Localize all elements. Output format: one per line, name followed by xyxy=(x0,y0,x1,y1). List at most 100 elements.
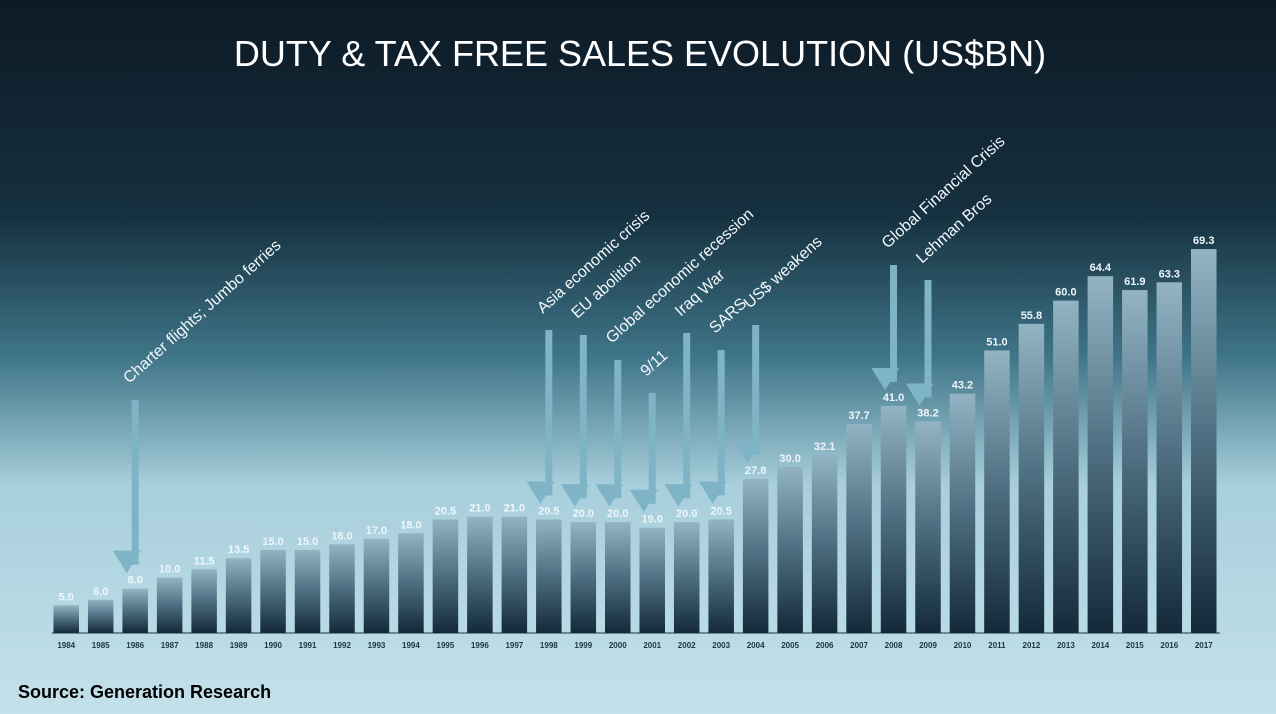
value-label: 30.0 xyxy=(779,453,800,465)
source: Source: Generation Research xyxy=(18,682,271,702)
value-label: 41.0 xyxy=(883,392,904,404)
bar xyxy=(501,516,528,633)
value-label: 37.7 xyxy=(848,410,869,422)
bar xyxy=(570,522,597,633)
bar xyxy=(260,549,286,633)
value-label: 6.0 xyxy=(93,586,108,598)
x-tick-label: 1987 xyxy=(161,641,179,650)
bar xyxy=(1122,290,1148,633)
bar xyxy=(1087,276,1114,633)
bar xyxy=(984,350,1010,633)
x-tick-label: 2012 xyxy=(1023,641,1041,650)
x-tick-label: 2009 xyxy=(919,641,937,650)
value-label: 20.0 xyxy=(573,508,594,520)
x-tick-label: 1985 xyxy=(92,641,110,650)
x-tick-label: 2011 xyxy=(988,641,1006,650)
bar xyxy=(639,527,665,633)
x-tick-label: 1986 xyxy=(126,641,144,650)
value-label: 51.0 xyxy=(986,336,1007,348)
bar xyxy=(432,519,459,633)
value-label: 13.5 xyxy=(228,544,249,556)
value-label: 11.5 xyxy=(194,555,215,567)
x-tick-label: 1991 xyxy=(299,641,317,650)
x-tick-label: 2000 xyxy=(609,641,627,650)
bar xyxy=(329,544,355,633)
value-label: 63.3 xyxy=(1159,268,1180,280)
value-label: 64.4 xyxy=(1090,262,1112,274)
x-tick-label: 1990 xyxy=(264,641,282,650)
x-tick-label: 1997 xyxy=(505,641,523,650)
x-tick-label: 2006 xyxy=(816,641,834,650)
x-tick-label: 2010 xyxy=(954,641,972,650)
bar xyxy=(708,519,734,633)
x-tick-label: 2005 xyxy=(781,641,799,650)
bar xyxy=(1053,300,1079,633)
value-label: 21.0 xyxy=(469,503,490,515)
value-label: 21.0 xyxy=(504,503,525,515)
value-label: 19.0 xyxy=(642,514,663,526)
bar xyxy=(53,605,79,633)
x-tick-label: 2014 xyxy=(1091,641,1109,650)
value-label: 60.0 xyxy=(1055,287,1076,299)
bar xyxy=(536,519,562,633)
x-tick-label: 1995 xyxy=(437,641,455,650)
value-label: 17.0 xyxy=(366,525,387,537)
value-label: 20.5 xyxy=(538,505,559,517)
x-tick-label: 1988 xyxy=(195,641,213,650)
value-label: 20.0 xyxy=(607,508,628,520)
chart-title: DUTY & TAX FREE SALES EVOLUTION (US$BN) xyxy=(234,33,1046,74)
bar xyxy=(811,455,838,633)
bar xyxy=(467,516,493,633)
value-label: 61.9 xyxy=(1124,276,1145,288)
bar xyxy=(1156,282,1183,633)
x-tick-label: 2001 xyxy=(643,641,661,650)
bar xyxy=(915,421,941,633)
bar xyxy=(1191,249,1217,633)
x-tick-label: 2004 xyxy=(747,641,765,650)
bar xyxy=(777,466,803,633)
bar xyxy=(880,405,907,633)
value-label: 10.0 xyxy=(159,564,180,576)
value-label: 20.5 xyxy=(710,505,731,517)
bar xyxy=(605,522,631,633)
x-tick-label: 1998 xyxy=(540,641,558,650)
bar xyxy=(1018,323,1045,633)
bar xyxy=(294,549,321,633)
value-label: 20.5 xyxy=(435,505,456,517)
bar xyxy=(87,599,114,633)
x-tick-label: 2017 xyxy=(1195,641,1213,650)
x-tick-label: 1992 xyxy=(333,641,351,650)
x-tick-label: 2008 xyxy=(885,641,903,650)
x-tick-label: 2002 xyxy=(678,641,696,650)
x-tick-label: 2003 xyxy=(712,641,730,650)
bar xyxy=(363,538,390,633)
value-label: 69.3 xyxy=(1193,235,1214,247)
value-label: 43.2 xyxy=(952,380,973,392)
x-tick-label: 1996 xyxy=(471,641,489,650)
bar xyxy=(225,558,252,633)
bar xyxy=(742,478,769,633)
value-label: 8.0 xyxy=(128,575,143,587)
value-label: 55.8 xyxy=(1021,310,1042,322)
value-label: 18.0 xyxy=(400,519,421,531)
x-tick-label: 1989 xyxy=(230,641,248,650)
bar xyxy=(156,577,183,633)
value-label: 15.0 xyxy=(297,536,318,548)
bar xyxy=(191,569,217,633)
bar xyxy=(846,424,872,633)
bar xyxy=(949,393,976,633)
value-label: 32.1 xyxy=(814,441,835,453)
x-tick-label: 2016 xyxy=(1160,641,1178,650)
x-tick-label: 1999 xyxy=(574,641,592,650)
x-tick-label: 2013 xyxy=(1057,641,1075,650)
bar xyxy=(122,588,148,633)
bar xyxy=(398,533,424,633)
value-label: 15.0 xyxy=(262,536,283,548)
x-tick-label: 1984 xyxy=(57,641,75,650)
value-label: 5.0 xyxy=(59,591,74,603)
value-label: 16.0 xyxy=(331,530,352,542)
x-tick-label: 1994 xyxy=(402,641,420,650)
x-tick-label: 2015 xyxy=(1126,641,1144,650)
